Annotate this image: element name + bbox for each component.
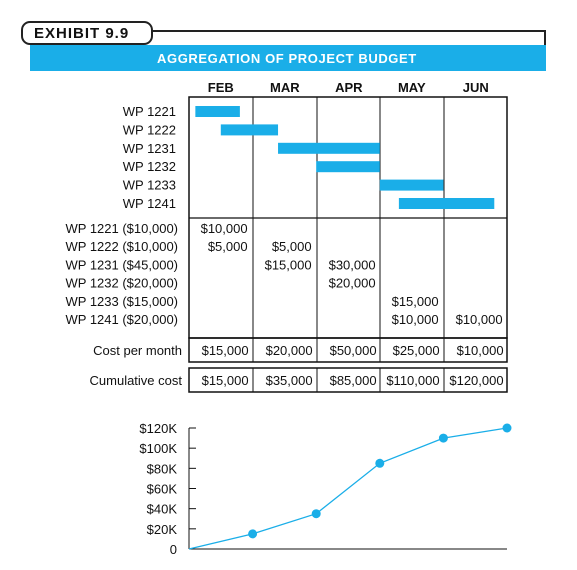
budget-table: FEB MAR APR MAY JUN WP 1221 WP 1222 WP 1231 WP 1… [66,80,508,393]
cost-per-month-cell: $20,000 [266,343,313,358]
data-point [438,433,448,443]
gantt-label: WP 1231 [123,141,176,156]
cumulative-cost-label: Cumulative cost [90,373,183,388]
allocation-label: WP 1231 ($45,000) [66,257,179,272]
gantt-bar [379,179,444,191]
cumulative-cost-cell: $15,000 [202,373,249,388]
gantt-bar [195,106,240,117]
allocation-cell: $30,000 [329,257,376,272]
allocation-cell: $20,000 [329,276,376,291]
cumulative-cost-cell: $120,000 [449,373,503,388]
gantt-bar [278,142,380,154]
gantt-label: WP 1222 [123,122,176,137]
data-point [248,529,258,539]
cumulative-cost-line [188,427,508,550]
cost-per-month-label: Cost per month [93,343,182,358]
month-header-jun: JUN [463,80,489,95]
month-header-feb: FEB [208,80,234,95]
allocation-label: WP 1221 ($10,000) [66,221,179,236]
allocation-cell: $15,000 [265,257,312,272]
exhibit-frame-right [544,30,546,45]
y-tick-label: $100K [139,441,177,456]
gantt-label: WP 1241 [123,196,176,211]
month-header-apr: APR [335,80,363,95]
y-tick-label: $40K [147,502,178,517]
cumulative-cost-border [188,367,508,393]
allocation-cell: $10,000 [201,221,248,236]
cost-per-month-cell: $25,000 [393,343,440,358]
data-point [375,458,385,468]
gantt-bar [398,198,495,209]
allocation-label: WP 1241 ($20,000) [66,312,179,327]
allocation-cell: $10,000 [392,312,439,327]
month-header-may: MAY [398,80,426,95]
y-tick-label: $120K [139,421,177,436]
cost-per-month-border [188,337,508,363]
data-point [311,509,321,519]
allocation-label: WP 1233 ($15,000) [66,294,179,309]
y-tick-label: 0 [170,542,177,557]
cost-per-month-cell: $50,000 [330,343,377,358]
allocation-cell: $10,000 [456,312,503,327]
allocation-cell: $5,000 [208,239,248,254]
cumulative-cost-cell: $110,000 [386,373,439,388]
allocation-cell: $5,000 [272,239,312,254]
y-tick-label: $60K [147,482,178,497]
allocation-cell: $15,000 [392,294,439,309]
month-header-mar: MAR [270,80,300,95]
cost-per-month-cell: $15,000 [202,343,249,358]
cumulative-cost-cell: $85,000 [330,373,377,388]
data-point [502,423,512,433]
exhibit-title: AGGREGATION OF PROJECT BUDGET [30,45,546,71]
gantt-label: WP 1232 [123,159,176,174]
gantt-label: WP 1233 [123,178,176,193]
gantt-bar [316,161,380,173]
exhibit-label: EXHIBIT 9.9 [21,21,153,45]
gantt-label: WP 1221 [123,104,176,119]
gantt-bar [220,124,279,136]
y-tick-label: $20K [147,522,178,537]
cumulative-cost-cell: $35,000 [266,373,313,388]
cumulative-cost-chart: 0 $20K $40K $60K $80K $100K $120K [139,421,512,557]
y-tick-label: $80K [147,461,178,476]
cost-per-month-cell: $10,000 [457,343,504,358]
exhibit-frame-top [30,30,546,32]
allocation-label: WP 1232 ($20,000) [66,276,179,291]
allocation-label: WP 1222 ($10,000) [66,239,179,254]
